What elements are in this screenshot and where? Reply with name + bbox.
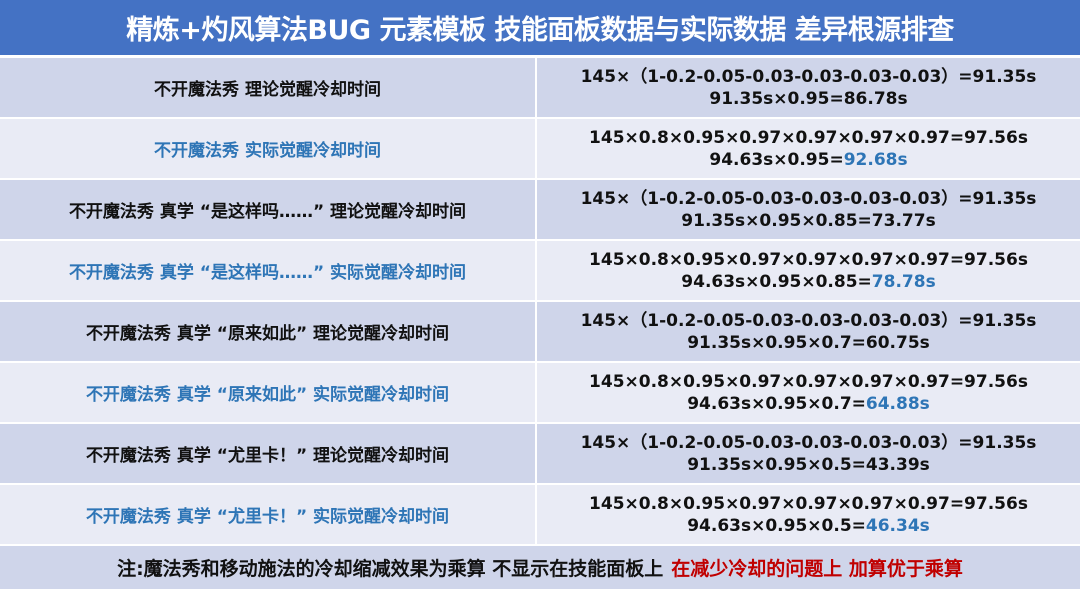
cooldown-table: 不开魔法秀 理论觉醒冷却时间 145×（1-0.2-0.05-0.03-0.03… [0,58,1080,546]
table-row: 不开魔法秀 实际觉醒冷却时间 145×0.8×0.95×0.97×0.97×0.… [0,119,1080,178]
formula-line-1: 145×（1-0.2-0.05-0.03-0.03-0.03-0.03）=91.… [580,310,1037,331]
row-label: 不开魔法秀 理论觉醒冷却时间 [154,80,381,100]
formula-line-2-prefix: 94.63s×0.95×0.85= [681,271,872,292]
formula-line-2: 91.35s×0.95×0.85=73.77s [681,210,935,232]
row-label: 不开魔法秀 真学 “原来如此” 理论觉醒冷却时间 [85,324,450,344]
formula-cell: 145×（1-0.2-0.05-0.03-0.03-0.03-0.03）=91.… [537,180,1080,239]
row-label: 不开魔法秀 真学 “是这样吗……” 实际觉醒冷却时间 [68,263,467,283]
formula-cell: 145×0.8×0.95×0.97×0.97×0.97×0.97=97.56s … [537,241,1080,300]
formula-result: 64.88s [865,393,930,414]
formula-line-1: 145×0.8×0.95×0.97×0.97×0.97×0.97=97.56s [589,493,1028,514]
formula-line-2: 91.35s×0.95=86.78s [709,88,907,110]
row-label: 不开魔法秀 真学 “尤里卡！” 理论觉醒冷却时间 [85,446,450,466]
row-label-cell: 不开魔法秀 真学 “是这样吗……” 理论觉醒冷却时间 [0,180,535,239]
formula-cell: 145×0.8×0.95×0.97×0.97×0.97×0.97=97.56s … [537,119,1080,178]
formula-result: 43.39s [865,454,930,475]
table-row: 不开魔法秀 真学 “尤里卡！” 实际觉醒冷却时间 145×0.8×0.95×0.… [0,485,1080,544]
formula-line-1: 145×（1-0.2-0.05-0.03-0.03-0.03-0.03）=91.… [580,188,1037,209]
formula-line-2-prefix: 91.35s×0.95×0.85= [681,210,872,231]
formula-line-2-prefix: 94.63s×0.95= [709,149,844,170]
formula-result: 73.77s [871,210,936,231]
row-label: 不开魔法秀 实际觉醒冷却时间 [154,141,381,161]
formula-cell: 145×（1-0.2-0.05-0.03-0.03-0.03-0.03）=91.… [537,302,1080,361]
table-row: 不开魔法秀 真学 “原来如此” 理论觉醒冷却时间 145×（1-0.2-0.05… [0,302,1080,361]
formula-cell: 145×（1-0.2-0.05-0.03-0.03-0.03-0.03）=91.… [537,424,1080,483]
formula-line-1: 145×0.8×0.95×0.97×0.97×0.97×0.97=97.56s [589,127,1028,148]
formula-line-1: 145×（1-0.2-0.05-0.03-0.03-0.03-0.03）=91.… [580,66,1037,87]
table-row: 不开魔法秀 真学 “原来如此” 实际觉醒冷却时间 145×0.8×0.95×0.… [0,363,1080,422]
formula-line-2-prefix: 91.35s×0.95×0.7= [687,332,866,353]
formula-line-2: 91.35s×0.95×0.7=60.75s [687,332,930,354]
row-label-cell: 不开魔法秀 真学 “尤里卡！” 实际觉醒冷却时间 [0,485,535,544]
row-label: 不开魔法秀 真学 “尤里卡！” 实际觉醒冷却时间 [85,507,450,527]
row-label-cell: 不开魔法秀 实际觉醒冷却时间 [0,119,535,178]
formula-line-2: 94.63s×0.95×0.5=46.34s [687,515,930,537]
row-label-cell: 不开魔法秀 真学 “是这样吗……” 实际觉醒冷却时间 [0,241,535,300]
formula-line-2-prefix: 91.35s×0.95×0.5= [687,454,866,475]
formula-result: 60.75s [865,332,930,353]
page-title: 精炼+灼风算法BUG 元素模板 技能面板数据与实际数据 差异根源排查 [0,0,1080,55]
formula-line-2: 91.35s×0.95×0.5=43.39s [687,454,930,476]
formula-result: 86.78s [843,88,908,109]
formula-result: 78.78s [871,271,936,292]
row-label-cell: 不开魔法秀 真学 “原来如此” 理论觉醒冷却时间 [0,302,535,361]
table-row: 不开魔法秀 真学 “是这样吗……” 理论觉醒冷却时间 145×（1-0.2-0.… [0,180,1080,239]
table-row: 不开魔法秀 真学 “是这样吗……” 实际觉醒冷却时间 145×0.8×0.95×… [0,241,1080,300]
row-label-cell: 不开魔法秀 理论觉醒冷却时间 [0,58,535,117]
formula-line-1: 145×0.8×0.95×0.97×0.97×0.97×0.97=97.56s [589,371,1028,392]
formula-line-2-prefix: 94.63s×0.95×0.5= [687,515,866,536]
row-label: 不开魔法秀 真学 “是这样吗……” 理论觉醒冷却时间 [68,202,467,222]
formula-line-2: 94.63s×0.95×0.7=64.88s [687,393,930,415]
formula-line-2: 94.63s×0.95×0.85=78.78s [681,271,935,293]
formula-line-1: 145×0.8×0.95×0.97×0.97×0.97×0.97=97.56s [589,249,1028,270]
formula-line-2-prefix: 94.63s×0.95×0.7= [687,393,866,414]
formula-cell: 145×0.8×0.95×0.97×0.97×0.97×0.97=97.56s … [537,485,1080,544]
footer-note: 注:魔法秀和移动施法的冷却缩减效果为乘算 不显示在技能面板上 在减少冷却的问题上… [0,546,1080,589]
formula-line-2-prefix: 91.35s×0.95= [709,88,844,109]
footer-note-text: 注:魔法秀和移动施法的冷却缩减效果为乘算 不显示在技能面板上 [117,558,664,580]
formula-result: 46.34s [865,515,930,536]
footer-highlight: 在减少冷却的问题上 加算优于乘算 [671,558,963,580]
formula-cell: 145×0.8×0.95×0.97×0.97×0.97×0.97=97.56s … [537,363,1080,422]
row-label-cell: 不开魔法秀 真学 “原来如此” 实际觉醒冷却时间 [0,363,535,422]
formula-line-1: 145×（1-0.2-0.05-0.03-0.03-0.03-0.03）=91.… [580,432,1037,453]
formula-result: 92.68s [843,149,908,170]
table-row: 不开魔法秀 理论觉醒冷却时间 145×（1-0.2-0.05-0.03-0.03… [0,58,1080,117]
row-label: 不开魔法秀 真学 “原来如此” 实际觉醒冷却时间 [85,385,450,405]
formula-cell: 145×（1-0.2-0.05-0.03-0.03-0.03-0.03）=91.… [537,58,1080,117]
table-row: 不开魔法秀 真学 “尤里卡！” 理论觉醒冷却时间 145×（1-0.2-0.05… [0,424,1080,483]
formula-line-2: 94.63s×0.95=92.68s [709,149,907,171]
row-label-cell: 不开魔法秀 真学 “尤里卡！” 理论觉醒冷却时间 [0,424,535,483]
